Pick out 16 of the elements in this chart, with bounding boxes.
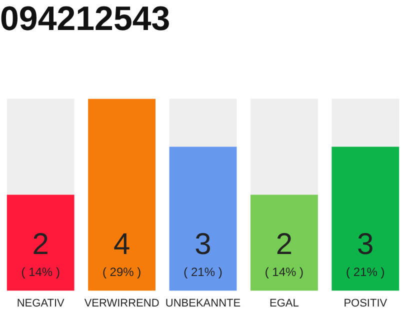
annotation: ( 14% ) (264, 265, 304, 280)
x-tick-label: UNBEKANNTE (165, 297, 241, 310)
annotation: ( 29% ) (102, 265, 142, 280)
x-tick-label: NEGATIV (16, 297, 65, 310)
x-tick-label: EGAL (270, 297, 299, 310)
data-label: 2 (32, 228, 49, 262)
data-label: 3 (357, 228, 374, 262)
x-tick-label: VERWIRREND (84, 297, 160, 310)
data-label: 2 (276, 228, 293, 262)
x-tick-label: POSITIV (344, 297, 388, 310)
data-label: 4 (113, 228, 130, 262)
annotation: ( 21% ) (184, 265, 222, 280)
chart-title: 094212543 (0, 0, 170, 38)
data-label: 3 (194, 228, 212, 262)
annotation: ( 14% ) (21, 265, 60, 280)
annotation: ( 21% ) (346, 265, 385, 280)
